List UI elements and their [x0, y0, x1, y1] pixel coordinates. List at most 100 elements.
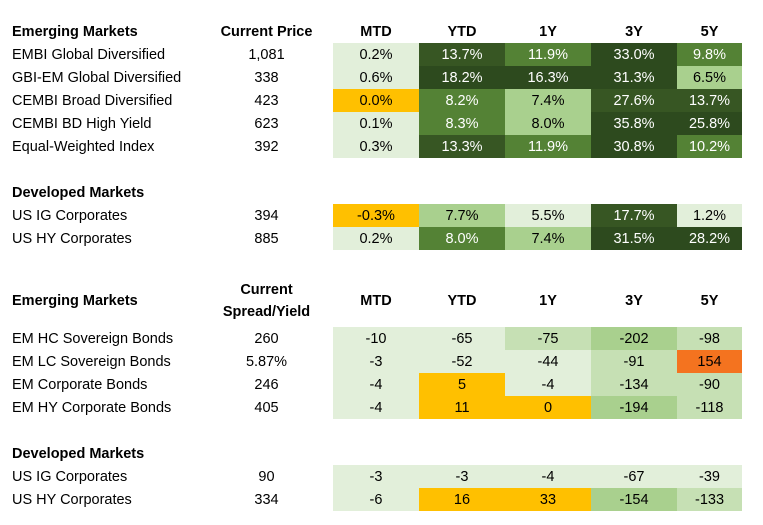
cell-ytd: -65	[419, 327, 505, 350]
cell-mtd: -0.3%	[333, 204, 419, 227]
cell-1y: -44	[505, 350, 591, 373]
cell-5y: -39	[677, 465, 742, 488]
cell-5y: 10.2%	[677, 135, 742, 158]
spread-header-5y: 5Y	[700, 292, 719, 309]
cell-mtd: -3	[333, 350, 419, 373]
cell-1y: 8.0%	[505, 112, 591, 135]
cell-5y: -90	[677, 373, 742, 396]
spreads-em-header: Emerging Markets	[12, 292, 138, 309]
row-name: EM HY Corporate Bonds	[12, 399, 172, 416]
cell-1y: -75	[505, 327, 591, 350]
spread-header-1y: 1Y	[539, 292, 557, 309]
header-ytd: YTD	[447, 23, 477, 40]
cell-3y: 31.3%	[591, 66, 677, 89]
cell-3y: -202	[591, 327, 677, 350]
table-row: US HY Corporates 885 0.2% 8.0% 7.4% 31.5% 28.2…	[0, 227, 763, 250]
cell-1y: 33	[505, 488, 591, 511]
row-name: US HY Corporates	[12, 230, 132, 247]
cell-ytd: 5	[419, 373, 505, 396]
row-current-value: 334	[254, 491, 279, 508]
row-name: EM LC Sovereign Bonds	[12, 353, 171, 370]
table-row: EMBI Global Diversified 1,081 0.2% 13.7% 11.…	[0, 43, 763, 66]
current-price-header: Current Price	[220, 23, 313, 40]
cell-mtd: 0.0%	[333, 89, 419, 112]
row-name: EM HC Sovereign Bonds	[12, 330, 174, 347]
cell-ytd: 8.3%	[419, 112, 505, 135]
cell-5y: 154	[677, 350, 742, 373]
cell-5y: -118	[677, 396, 742, 419]
cell-5y: 13.7%	[677, 89, 742, 112]
cell-5y: 25.8%	[677, 112, 742, 135]
current-spread-header: Current Spread/Yield	[213, 278, 320, 323]
cell-mtd: 0.6%	[333, 66, 419, 89]
table-row: GBI-EM Global Diversified 338 0.6% 18.2% 16.…	[0, 66, 763, 89]
table-row: Equal-Weighted Index 392 0.3% 13.3% 11.9% 30.…	[0, 135, 763, 158]
cell-1y: 0	[505, 396, 591, 419]
table-row: US IG Corporates 394 -0.3% 7.7% 5.5% 17.7% 1.2…	[0, 204, 763, 227]
row-current-value: 260	[254, 330, 279, 347]
spread-header-line2: Spread/Yield	[222, 303, 311, 320]
cell-3y: 30.8%	[591, 135, 677, 158]
cell-ytd: 11	[419, 396, 505, 419]
cell-mtd: 0.2%	[333, 227, 419, 250]
cell-5y: 1.2%	[677, 204, 742, 227]
spreads-dm-header: Developed Markets	[12, 445, 145, 462]
spread-header-mtd: MTD	[360, 292, 392, 309]
cell-mtd: -10	[333, 327, 419, 350]
table-row: CEMBI Broad Diversified 423 0.0% 8.2% 7.4% 27…	[0, 89, 763, 112]
cell-5y: 9.8%	[677, 43, 742, 66]
cell-5y: -98	[677, 327, 742, 350]
cell-1y: 16.3%	[505, 66, 591, 89]
table-row: CEMBI BD High Yield 623 0.1% 8.3% 8.0% 35.8% 2…	[0, 112, 763, 135]
header-5y: 5Y	[700, 23, 719, 40]
header-3y: 3Y	[625, 23, 643, 40]
cell-mtd: 0.3%	[333, 135, 419, 158]
cell-1y: 11.9%	[505, 135, 591, 158]
row-current-value: 392	[254, 138, 279, 155]
cell-1y: 7.4%	[505, 89, 591, 112]
cell-mtd: 0.2%	[333, 43, 419, 66]
table-row: EM Corporate Bonds 246 -4 5 -4 -134 -90	[0, 373, 763, 396]
row-name: GBI-EM Global Diversified	[12, 69, 182, 86]
spreads-dm-header-row: Developed Markets	[0, 442, 763, 465]
returns-header-row: Emerging Markets Current Price MTD YTD 1…	[0, 20, 763, 43]
row-current-value: 5.87%	[245, 353, 288, 370]
row-current-value: 1,081	[248, 46, 285, 63]
row-name: US IG Corporates	[12, 207, 128, 224]
cell-3y: -67	[591, 465, 677, 488]
cell-ytd: 8.2%	[419, 89, 505, 112]
cell-mtd: 0.1%	[333, 112, 419, 135]
row-name: EMBI Global Diversified	[12, 46, 166, 63]
cell-5y: 28.2%	[677, 227, 742, 250]
table-row: US IG Corporates 90 -3 -3 -4 -67 -39	[0, 465, 763, 488]
cell-3y: -134	[591, 373, 677, 396]
cell-ytd: 7.7%	[419, 204, 505, 227]
row-name: US IG Corporates	[12, 468, 128, 485]
table-row: EM HY Corporate Bonds 405 -4 11 0 -194 -118	[0, 396, 763, 419]
cell-ytd: 13.7%	[419, 43, 505, 66]
cell-5y: 6.5%	[677, 66, 742, 89]
header-1y: 1Y	[539, 23, 557, 40]
spread-header-line1: Current	[240, 281, 293, 298]
cell-3y: 17.7%	[591, 204, 677, 227]
row-name: EM Corporate Bonds	[12, 376, 148, 393]
cell-1y: -4	[505, 373, 591, 396]
row-current-value: 405	[254, 399, 279, 416]
row-current-value: 623	[254, 115, 279, 132]
cell-mtd: -6	[333, 488, 419, 511]
row-name: US HY Corporates	[12, 491, 132, 508]
row-current-value: 338	[254, 69, 279, 86]
row-name: Equal-Weighted Index	[12, 138, 155, 155]
cell-mtd: -4	[333, 373, 419, 396]
cell-ytd: -52	[419, 350, 505, 373]
cell-mtd: -4	[333, 396, 419, 419]
returns-em-header: Emerging Markets	[12, 23, 138, 40]
cell-5y: -133	[677, 488, 742, 511]
cell-3y: -194	[591, 396, 677, 419]
cell-ytd: -3	[419, 465, 505, 488]
cell-1y: 5.5%	[505, 204, 591, 227]
row-current-value: 246	[254, 376, 279, 393]
cell-3y: -91	[591, 350, 677, 373]
spread-header-ytd: YTD	[447, 292, 477, 309]
row-current-value: 885	[254, 230, 279, 247]
